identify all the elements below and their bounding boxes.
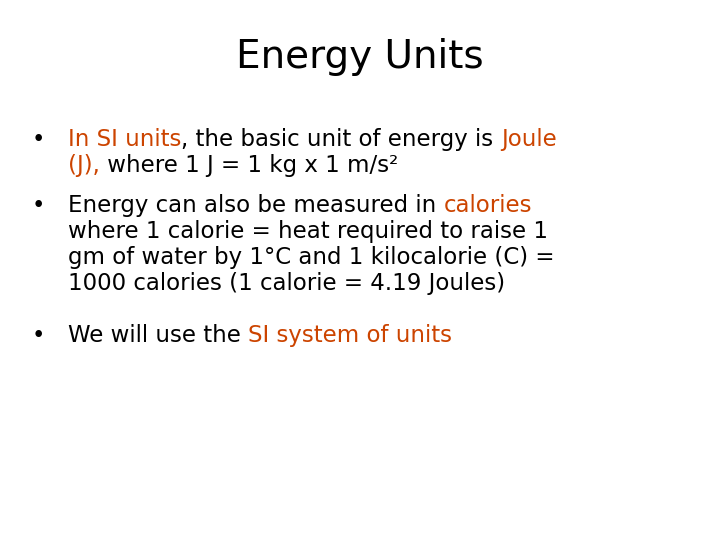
Text: where 1 calorie = heat required to raise 1: where 1 calorie = heat required to raise… — [68, 220, 548, 244]
Text: where 1 J = 1 kg x 1 m/s²: where 1 J = 1 kg x 1 m/s² — [100, 154, 398, 177]
Text: SI system of units: SI system of units — [248, 325, 452, 347]
Text: , the basic unit of energy is: , the basic unit of energy is — [181, 128, 500, 151]
Text: •: • — [32, 128, 45, 151]
Text: •: • — [32, 194, 45, 217]
Text: In SI units: In SI units — [68, 128, 181, 151]
Text: Joule: Joule — [500, 128, 557, 151]
Text: 1000 calories (1 calorie = 4.19 Joules): 1000 calories (1 calorie = 4.19 Joules) — [68, 272, 505, 295]
Text: calories: calories — [444, 194, 532, 217]
Text: Energy can also be measured in: Energy can also be measured in — [68, 194, 444, 217]
Text: gm of water by 1°C and 1 kilocalorie (C) =: gm of water by 1°C and 1 kilocalorie (C)… — [68, 246, 554, 269]
Text: •: • — [32, 325, 45, 347]
Text: (J),: (J), — [68, 154, 100, 177]
Text: We will use the: We will use the — [68, 325, 248, 347]
Text: Energy Units: Energy Units — [236, 38, 484, 76]
